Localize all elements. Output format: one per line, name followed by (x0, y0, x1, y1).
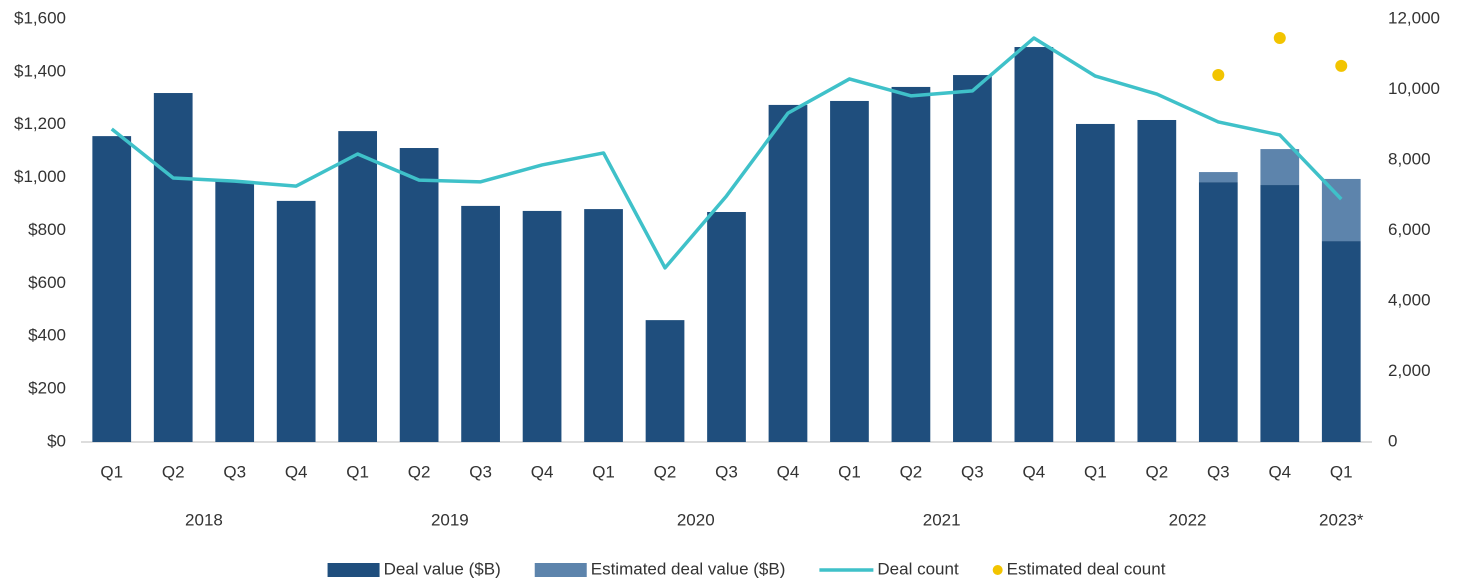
bar (768, 104, 808, 442)
bar (953, 75, 992, 443)
x-tick-label: Q2 (900, 462, 923, 481)
dot (1212, 69, 1225, 82)
bar (1260, 185, 1300, 442)
year-label: 2021 (923, 510, 961, 529)
bar (153, 93, 193, 443)
x-tick-label: Q2 (654, 462, 677, 481)
y2-tick-label: 4,000 (1388, 290, 1431, 309)
y-tick-label: $0 (47, 431, 66, 450)
x-tick-label: Q3 (1207, 462, 1230, 481)
y-tick-label: $1,200 (14, 114, 66, 133)
x-tick-label: Q3 (715, 462, 738, 481)
bar (1321, 241, 1361, 442)
x-tick-label: Q4 (1023, 462, 1046, 481)
y-tick-label: $400 (28, 326, 66, 345)
bar (707, 211, 746, 442)
year-label: 2022 (1169, 510, 1207, 529)
year-label: 2019 (431, 510, 469, 529)
x-tick-label: Q4 (531, 462, 554, 481)
bar (522, 210, 562, 442)
y2-tick-label: 8,000 (1388, 149, 1431, 168)
y2-tick-label: 10,000 (1388, 79, 1440, 98)
legend-label: Deal value ($B) (384, 559, 501, 578)
x-tick-label: Q2 (1145, 462, 1168, 481)
bar (1260, 149, 1300, 186)
bar (215, 181, 255, 442)
line (110, 36, 1343, 270)
legend-label: Deal count (877, 559, 959, 578)
bar (461, 205, 500, 442)
dot (1273, 32, 1286, 45)
year-label: 2018 (185, 510, 223, 529)
bar (338, 131, 378, 442)
y-tick-label: $600 (28, 273, 66, 292)
y2-tick-label: 12,000 (1388, 8, 1440, 27)
bar (1075, 123, 1115, 442)
year-label: 2020 (677, 510, 715, 529)
bar (1198, 172, 1238, 183)
x-tick-label: Q4 (1268, 462, 1291, 481)
bar (1198, 182, 1238, 442)
y2-tick-label: 2,000 (1388, 361, 1431, 380)
bar (399, 148, 439, 442)
dot (1335, 59, 1348, 72)
bar (830, 100, 869, 443)
legend-swatch (534, 563, 587, 577)
y-tick-label: $1,000 (14, 167, 66, 186)
y2-tick-label: 6,000 (1388, 220, 1431, 239)
bar (645, 320, 685, 442)
y-tick-label: $1,600 (14, 8, 66, 27)
bar (276, 200, 316, 442)
x-tick-label: Q2 (162, 462, 185, 481)
y-tick-label: $200 (28, 379, 66, 398)
x-tick-label: Q1 (100, 462, 123, 481)
y2-tick-label: 0 (1388, 431, 1397, 450)
y-tick-label: $1,400 (14, 61, 66, 80)
x-tick-label: Q3 (469, 462, 492, 481)
legend-swatch (992, 565, 1003, 575)
x-tick-label: Q3 (961, 462, 984, 481)
x-tick-label: Q1 (1084, 462, 1107, 481)
bar (1014, 47, 1054, 443)
x-tick-label: Q1 (592, 462, 615, 481)
bar (584, 209, 623, 442)
x-tick-label: Q1 (346, 462, 369, 481)
x-tick-label: Q4 (285, 462, 308, 481)
legend-label: Estimated deal value ($B) (591, 559, 786, 578)
x-tick-label: Q2 (408, 462, 431, 481)
x-tick-label: Q3 (223, 462, 246, 481)
x-tick-label: Q1 (838, 462, 861, 481)
bar (1321, 178, 1361, 242)
legend-swatch (327, 563, 380, 577)
x-tick-label: Q1 (1330, 462, 1353, 481)
year-label: 2023* (1319, 510, 1364, 529)
bar (92, 136, 132, 443)
bar (891, 86, 931, 443)
x-tick-label: Q4 (777, 462, 800, 481)
y-tick-label: $800 (28, 220, 66, 239)
bar (1137, 119, 1177, 443)
legend-label: Estimated deal count (1007, 559, 1166, 578)
